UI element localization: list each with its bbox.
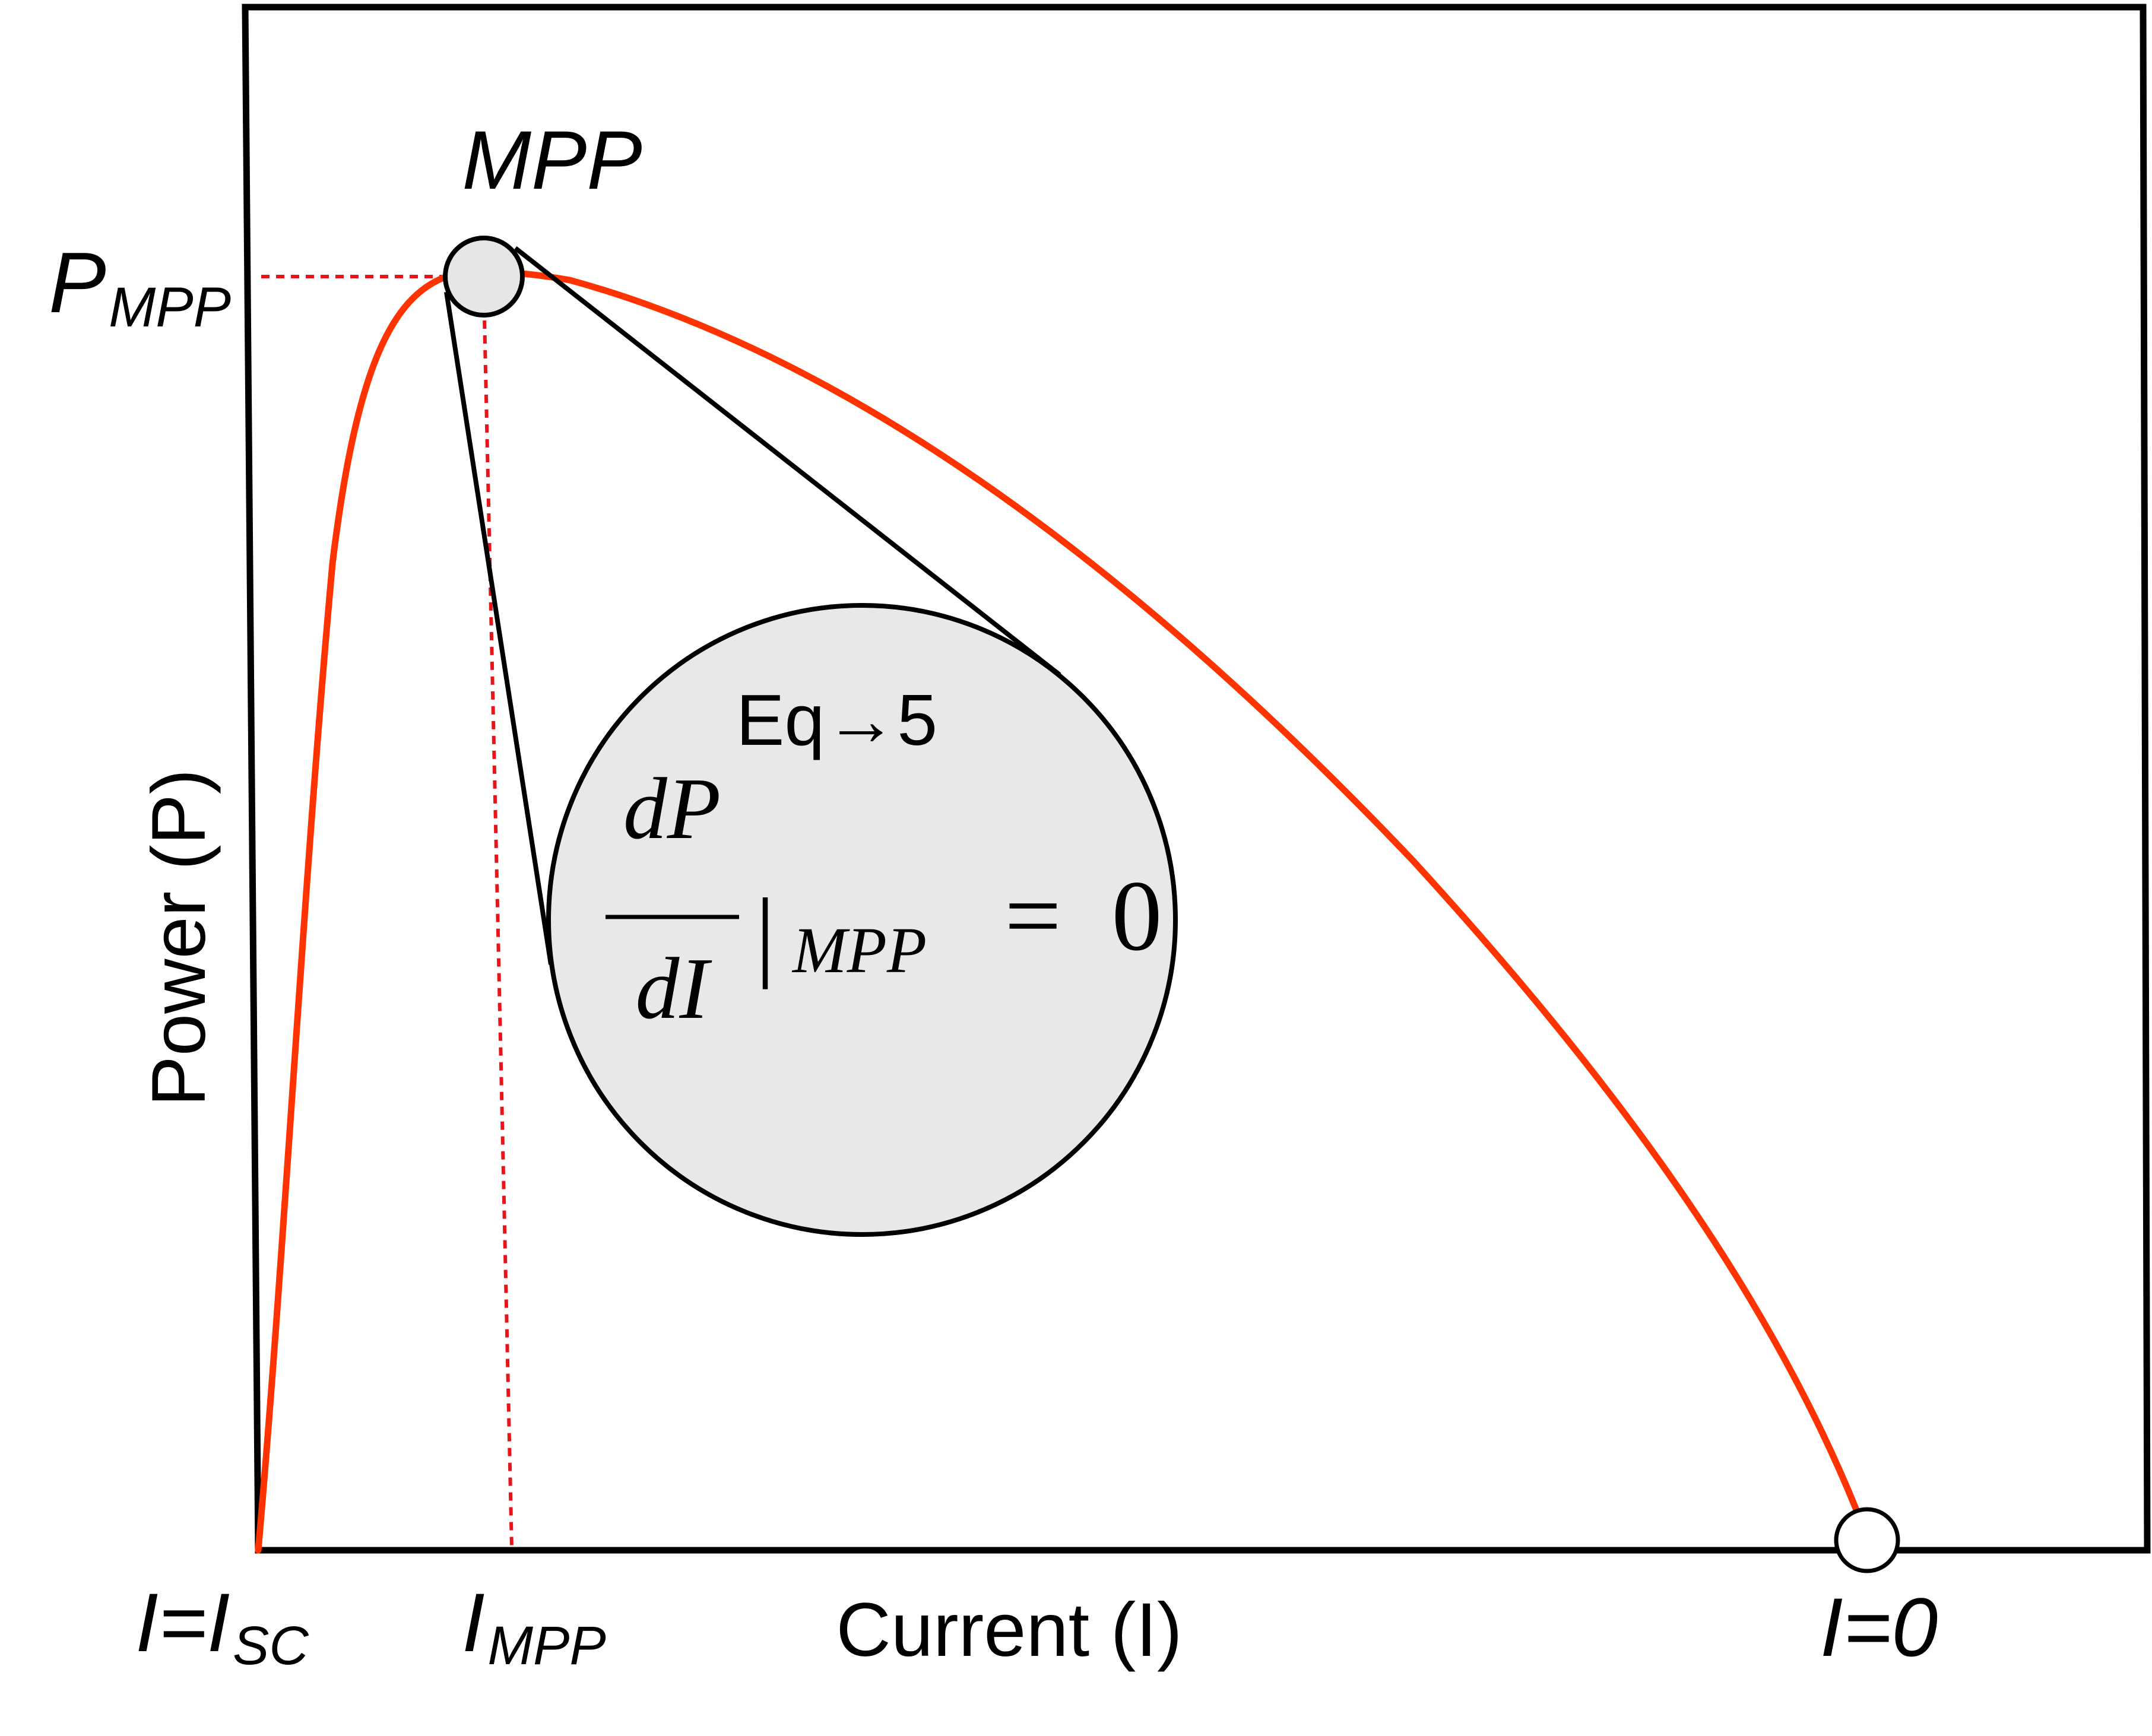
fraction-denominator: dI	[635, 940, 712, 1037]
open-circuit-point-marker	[1834, 1507, 1900, 1573]
i-mpp-label: I MPP	[462, 1576, 606, 1676]
i-mpp-guide-line	[482, 290, 514, 1548]
callout-line-left	[444, 291, 553, 965]
rhs-zero: 0	[1112, 860, 1162, 972]
evaluation-subscript: MPP	[791, 914, 927, 986]
evaluation-bar: |	[755, 878, 775, 989]
x-axis-label: Current (I)	[836, 1588, 1182, 1672]
equals-sign: =	[1004, 860, 1061, 972]
fraction-numerator: dP	[623, 760, 721, 858]
i-zero-label: I=0	[1820, 1581, 1938, 1674]
i-sc-label: I=I SC	[135, 1576, 309, 1676]
plot-frame	[242, 4, 2151, 1554]
callout-line-right	[514, 246, 1061, 677]
power-curve	[255, 268, 1871, 1554]
mpp-point-marker	[443, 236, 525, 318]
y-axis-label: Power (P)	[137, 769, 221, 1107]
equation-callout-bubble	[546, 603, 1178, 1237]
p-mpp-label: P MPP	[49, 234, 231, 339]
mpp-label: MPP	[462, 113, 642, 207]
equation-reference: Eq→5	[736, 680, 937, 760]
